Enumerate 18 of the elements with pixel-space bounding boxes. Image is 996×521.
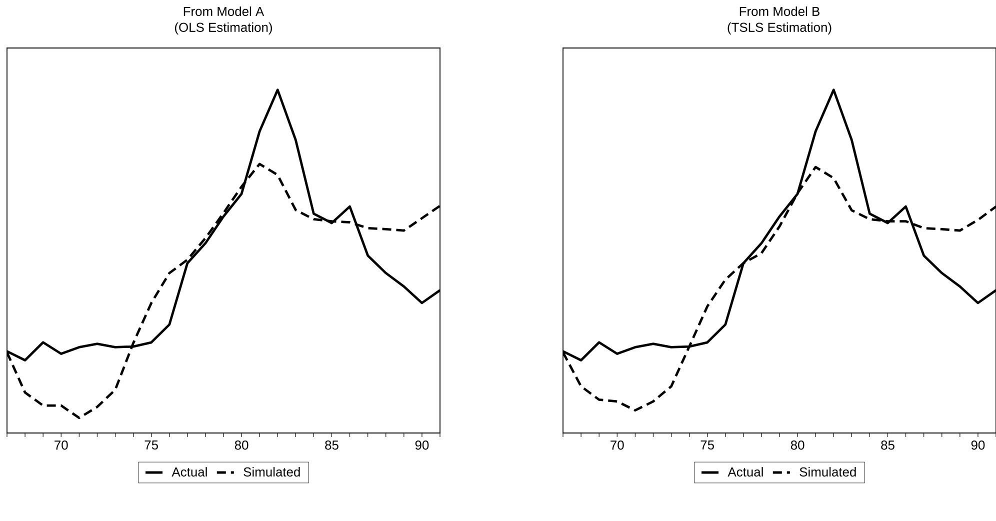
x-tick-label: 80	[234, 440, 248, 450]
x-tick-label: 70	[610, 440, 624, 450]
x-tick-label: 85	[881, 440, 894, 450]
legend-label: Actual	[172, 467, 207, 477]
x-tick-label: 90	[415, 440, 429, 450]
chart-title: From Model B	[740, 6, 820, 16]
chart-title: From Model A	[184, 6, 264, 16]
x-tick-label: 90	[971, 440, 985, 450]
x-tick-label: 75	[700, 440, 714, 450]
legend-label: Simulated	[800, 467, 856, 477]
x-tick-label: 80	[790, 440, 804, 450]
x-tick-label: 70	[54, 440, 68, 450]
chart-subtitle: (TSLS Estimation)	[728, 22, 832, 35]
legend-label: Actual	[728, 467, 763, 477]
chart-subtitle: (OLS Estimation)	[175, 22, 272, 35]
legend-label: Simulated	[244, 467, 300, 477]
x-tick-label: 85	[325, 440, 338, 450]
x-tick-label: 75	[144, 440, 158, 450]
